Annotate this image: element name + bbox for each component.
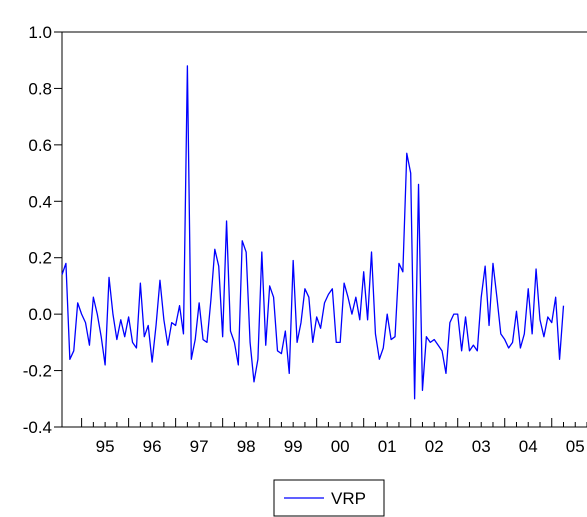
x-tick-label: 04 bbox=[519, 437, 538, 456]
y-tick-label: -0.2 bbox=[23, 362, 52, 381]
y-tick-label: 1.0 bbox=[28, 23, 52, 42]
x-tick-label: 97 bbox=[190, 437, 209, 456]
y-tick-label: 0.2 bbox=[28, 249, 52, 268]
x-axis: 95 96 97 98 99 00 01 02 03 04 05 bbox=[81, 418, 587, 456]
x-tick-label: 01 bbox=[378, 437, 397, 456]
x-tick-label: 03 bbox=[472, 437, 491, 456]
y-tick-label: 0.4 bbox=[28, 192, 52, 211]
plot-area bbox=[61, 31, 587, 428]
y-tick-label: 0.8 bbox=[28, 79, 52, 98]
y-tick-label: -0.4 bbox=[23, 418, 52, 437]
x-tick-label: 98 bbox=[237, 437, 256, 456]
legend: VRP bbox=[273, 479, 385, 517]
x-tick-label: 00 bbox=[331, 437, 350, 456]
x-tick-label: 96 bbox=[143, 437, 162, 456]
y-tick-label: 0.6 bbox=[28, 136, 52, 155]
x-tick-label: 95 bbox=[96, 437, 115, 456]
x-tick-label: 99 bbox=[284, 437, 303, 456]
legend-label-vrp: VRP bbox=[331, 489, 366, 508]
x-tick-label: 05 bbox=[566, 437, 585, 456]
x-tick-label: 02 bbox=[425, 437, 444, 456]
y-tick-label: 0.0 bbox=[28, 305, 52, 324]
y-axis: -0.4 -0.2 0.0 0.2 0.4 0.6 0.8 1.0 bbox=[23, 23, 62, 437]
series-line-vrp bbox=[61, 65, 565, 400]
